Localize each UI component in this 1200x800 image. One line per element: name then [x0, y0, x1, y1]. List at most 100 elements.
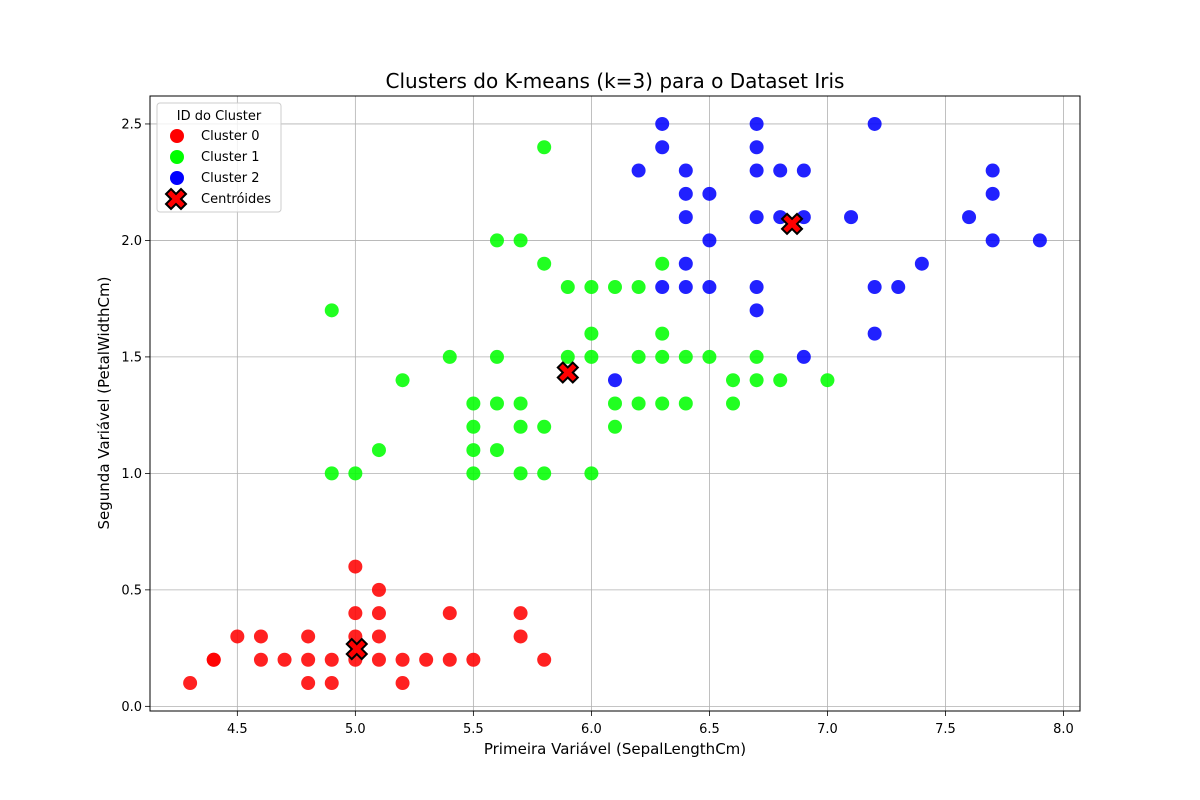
scatter-point-cluster-1 — [631, 396, 646, 411]
grid-lines — [150, 96, 1080, 711]
scatter-point-cluster-1 — [324, 466, 339, 481]
scatter-point-cluster-1 — [489, 233, 504, 248]
scatter-point-cluster-2 — [702, 280, 717, 295]
legend-label-cluster-2: Cluster 2 — [201, 171, 260, 186]
legend-marker-cluster-2 — [170, 171, 184, 185]
scatter-point-cluster-2 — [608, 373, 622, 388]
y-tick-label: 2.0 — [121, 234, 142, 249]
scatter-point-cluster-2 — [678, 210, 693, 225]
scatter-point-cluster-1 — [749, 349, 764, 364]
data-points — [183, 116, 1047, 691]
scatter-point-cluster-0 — [206, 652, 221, 667]
scatter-point-cluster-1 — [513, 396, 528, 411]
scatter-point-cluster-2 — [749, 280, 764, 295]
plot-frame — [149, 95, 1081, 712]
scatter-point-cluster-2 — [1032, 233, 1047, 248]
scatter-point-cluster-1 — [466, 419, 481, 434]
scatter-point-cluster-1 — [513, 233, 528, 248]
scatter-point-cluster-1 — [655, 256, 670, 271]
scatter-point-cluster-2 — [655, 280, 670, 295]
scatter-point-cluster-1 — [489, 349, 504, 364]
scatter-point-cluster-0 — [348, 606, 363, 621]
scatter-point-cluster-0 — [371, 652, 386, 667]
y-tick-label: 2.5 — [121, 117, 142, 132]
scatter-point-cluster-1 — [584, 466, 599, 481]
scatter-point-cluster-2 — [867, 116, 882, 131]
scatter-point-cluster-1 — [537, 140, 552, 155]
scatter-point-cluster-1 — [608, 419, 622, 434]
scatter-point-cluster-1 — [395, 373, 410, 388]
legend: ID do Cluster Cluster 0 Cluster 1 Cluste… — [156, 102, 282, 213]
scatter-point-cluster-2 — [749, 163, 764, 178]
scatter-point-cluster-0 — [371, 582, 386, 597]
scatter-point-cluster-2 — [773, 163, 788, 178]
scatter-point-cluster-0 — [513, 629, 528, 644]
legend-item-centroids: Centróides — [164, 187, 271, 211]
scatter-point-cluster-2 — [962, 210, 977, 225]
scatter-point-cluster-1 — [466, 466, 481, 481]
scatter-point-cluster-1 — [513, 419, 528, 434]
scatter-point-cluster-1 — [513, 466, 528, 481]
x-tick-label: 8.0 — [1053, 722, 1074, 737]
scatter-point-cluster-0 — [419, 652, 434, 667]
centroid-markers — [345, 212, 804, 661]
scatter-point-cluster-1 — [489, 396, 504, 411]
scatter-point-cluster-1 — [726, 373, 741, 388]
scatter-point-cluster-2 — [749, 210, 764, 225]
y-tick-label: 0.0 — [121, 700, 142, 715]
scatter-point-cluster-2 — [796, 163, 811, 178]
scatter-point-cluster-2 — [678, 256, 693, 271]
scatter-point-cluster-0 — [324, 676, 339, 691]
scatter-point-cluster-0 — [442, 606, 457, 621]
x-tick-label: 6.0 — [581, 722, 602, 737]
scatter-point-cluster-1 — [631, 280, 646, 295]
scatter-point-cluster-2 — [702, 186, 717, 201]
scatter-point-cluster-1 — [560, 280, 575, 295]
scatter-point-cluster-2 — [891, 280, 906, 295]
scatter-point-cluster-2 — [749, 116, 764, 131]
y-axis-label: Segunda Variável (PetalWidthCm) — [95, 277, 113, 530]
centroid-marker — [345, 637, 369, 661]
scatter-point-cluster-2 — [867, 280, 882, 295]
scatter-point-cluster-0 — [466, 652, 481, 667]
x-tick-label: 7.0 — [817, 722, 838, 737]
scatter-point-cluster-2 — [655, 116, 670, 131]
scatter-point-cluster-1 — [631, 349, 646, 364]
scatter-point-cluster-0 — [537, 652, 552, 667]
scatter-point-cluster-0 — [301, 629, 316, 644]
x-tick-label: 4.5 — [227, 722, 248, 737]
legend-item-cluster-2: Cluster 2 — [170, 171, 260, 186]
legend-label-cluster-1: Cluster 1 — [201, 150, 260, 165]
scatter-point-cluster-2 — [678, 280, 693, 295]
scatter-point-cluster-1 — [466, 396, 481, 411]
scatter-point-cluster-0 — [183, 676, 198, 691]
scatter-point-cluster-2 — [749, 140, 764, 155]
scatter-point-cluster-1 — [678, 396, 693, 411]
scatter-point-cluster-1 — [820, 373, 835, 388]
scatter-point-cluster-1 — [655, 396, 670, 411]
scatter-point-cluster-2 — [985, 233, 1000, 248]
scatter-point-cluster-2 — [844, 210, 859, 225]
scatter-point-cluster-1 — [678, 349, 693, 364]
scatter-point-cluster-1 — [466, 443, 481, 458]
scatter-point-cluster-1 — [584, 326, 599, 341]
scatter-point-cluster-0 — [301, 652, 316, 667]
scatter-point-cluster-0 — [253, 629, 268, 644]
y-tick-label: 1.5 — [121, 350, 142, 365]
scatter-point-cluster-2 — [702, 233, 717, 248]
scatter-point-cluster-1 — [584, 349, 599, 364]
scatter-point-cluster-2 — [678, 186, 693, 201]
scatter-point-cluster-2 — [867, 326, 882, 341]
legend-marker-centroid — [164, 187, 188, 211]
y-axis-ticks: 0.0 0.5 1.0 1.5 2.0 2.5 — [121, 117, 150, 715]
chart-title: Clusters do K-means (k=3) para o Dataset… — [386, 69, 845, 93]
legend-item-cluster-0: Cluster 0 — [170, 129, 260, 144]
scatter-point-cluster-2 — [796, 349, 811, 364]
scatter-point-cluster-1 — [489, 443, 504, 458]
scatter-point-cluster-0 — [253, 652, 268, 667]
scatter-point-cluster-2 — [914, 256, 929, 271]
scatter-point-cluster-2 — [985, 163, 1000, 178]
scatter-point-cluster-1 — [702, 349, 717, 364]
scatter-point-cluster-1 — [655, 326, 670, 341]
